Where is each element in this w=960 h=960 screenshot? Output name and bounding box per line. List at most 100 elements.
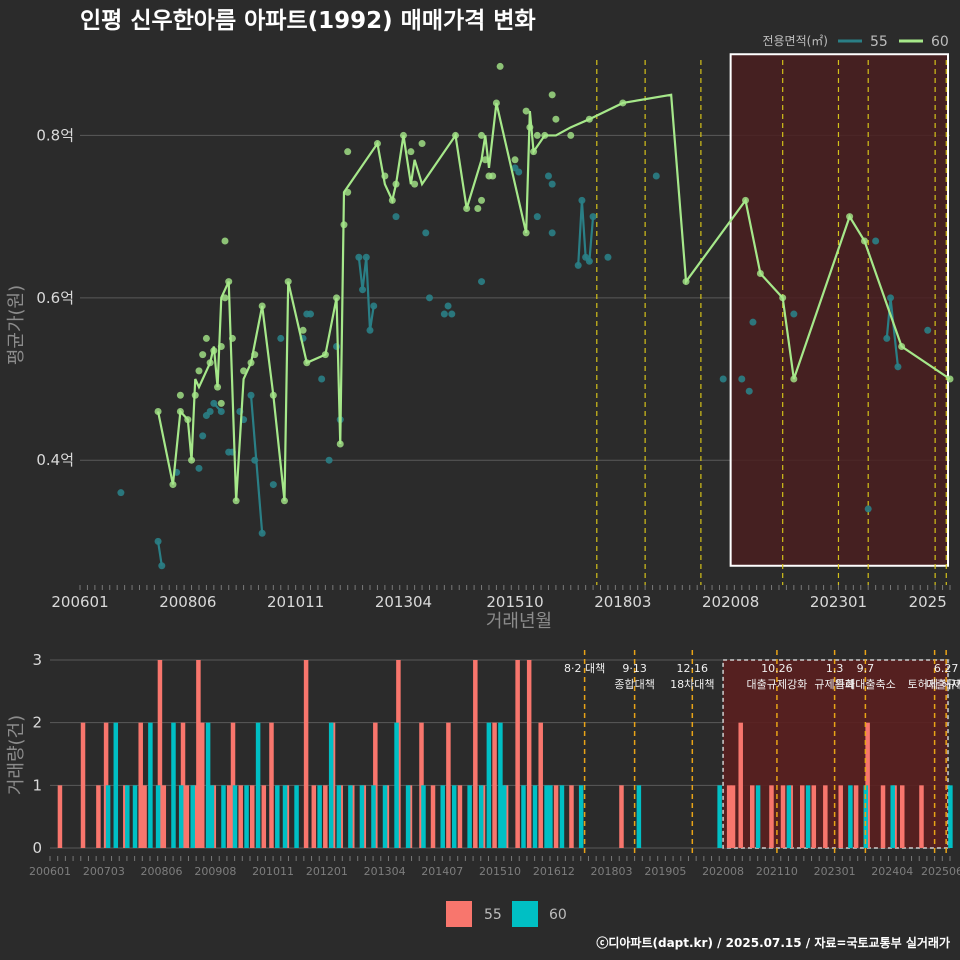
point-55 bbox=[206, 407, 214, 415]
policy-annotation: 12·16 bbox=[677, 662, 709, 675]
bottom-x-tick-label: 201304 bbox=[364, 865, 406, 878]
bar-60 bbox=[336, 785, 342, 848]
bottom-x-tick-label: 201905 bbox=[644, 865, 686, 878]
top-series bbox=[117, 62, 954, 570]
bar-60 bbox=[521, 785, 526, 848]
point-55 bbox=[652, 172, 660, 180]
bar-55 bbox=[553, 785, 559, 848]
bar-55 bbox=[457, 785, 463, 848]
bottom-y-ticks: 0 1 2 3 bbox=[32, 651, 42, 857]
point-55 bbox=[333, 343, 341, 351]
bar-55 bbox=[569, 785, 574, 848]
point-60 bbox=[522, 107, 530, 115]
point-55 bbox=[790, 310, 798, 318]
bar-55 bbox=[200, 722, 205, 848]
bar-55 bbox=[838, 785, 843, 848]
point-55 bbox=[604, 253, 612, 261]
point-60 bbox=[511, 156, 519, 164]
bar-55 bbox=[311, 785, 317, 848]
bar-60 bbox=[548, 785, 553, 848]
bar-55 bbox=[919, 785, 924, 848]
bar-55 bbox=[226, 785, 232, 848]
top-y-tick-label: 0.6억 bbox=[36, 289, 74, 307]
point-55 bbox=[199, 432, 207, 440]
top-x-tick-label: 201510 bbox=[486, 593, 543, 611]
bar-60 bbox=[502, 785, 507, 848]
bar-60 bbox=[359, 785, 365, 848]
bar-55 bbox=[619, 785, 624, 848]
top-x-tick-label: 202008 bbox=[702, 593, 759, 611]
bar-60 bbox=[755, 785, 761, 848]
bar-55 bbox=[526, 660, 532, 848]
bar-55 bbox=[157, 660, 163, 848]
point-55 bbox=[440, 310, 448, 318]
point-55 bbox=[719, 375, 727, 383]
top-highlight-box bbox=[729, 53, 950, 567]
point-55 bbox=[924, 326, 932, 334]
point-60 bbox=[221, 237, 229, 245]
bar-60 bbox=[890, 785, 895, 848]
bar-60 bbox=[498, 722, 503, 848]
bottom-x-tick-label: 202008 bbox=[702, 865, 744, 878]
bar-60 bbox=[275, 785, 280, 848]
line-55 bbox=[213, 402, 223, 413]
point-60 bbox=[176, 391, 184, 399]
top-x-tick-label: 201304 bbox=[375, 593, 432, 611]
bar-55 bbox=[323, 785, 328, 848]
point-60 bbox=[418, 140, 426, 148]
point-60 bbox=[217, 399, 225, 407]
bottom-x-tick-label: 201510 bbox=[479, 865, 521, 878]
point-55 bbox=[548, 180, 556, 188]
policy-annotation: 규제완화 bbox=[814, 678, 854, 691]
bar-55 bbox=[250, 785, 255, 848]
bottom-x-tick-label: 201803 bbox=[591, 865, 633, 878]
bar-60 bbox=[394, 722, 399, 848]
bar-55 bbox=[269, 722, 274, 848]
bar-60 bbox=[209, 785, 215, 848]
line-55 bbox=[249, 395, 264, 534]
point-60 bbox=[489, 172, 497, 180]
bottom-x-tick-label: 200908 bbox=[194, 865, 236, 878]
point-55 bbox=[277, 334, 285, 342]
bottom-y-tick-label: 3 bbox=[32, 651, 42, 669]
top-legend-title: 전용면적(㎡) bbox=[762, 34, 828, 48]
policy-annotation: 9·13 bbox=[622, 662, 647, 675]
bottom-y-tick-label: 2 bbox=[32, 714, 42, 732]
bar-60 bbox=[636, 785, 642, 848]
point-55 bbox=[269, 481, 277, 489]
bar-60 bbox=[232, 785, 238, 848]
line-55 bbox=[577, 200, 595, 266]
bar-60 bbox=[478, 785, 484, 848]
bar-55 bbox=[80, 722, 86, 848]
line-55 bbox=[156, 541, 163, 566]
point-55 bbox=[318, 375, 326, 383]
bar-60 bbox=[105, 785, 111, 848]
bar-55 bbox=[57, 785, 63, 848]
bar-60 bbox=[282, 785, 288, 848]
bottom-x-ticks: 200601 200703 200806 200908 201011 201201 2013… bbox=[29, 865, 960, 878]
point-60 bbox=[407, 148, 415, 156]
point-55 bbox=[515, 168, 523, 176]
bar-60 bbox=[190, 785, 195, 848]
bar-60 bbox=[786, 785, 792, 848]
bar-60 bbox=[348, 785, 353, 848]
bar-60 bbox=[125, 785, 130, 848]
top-x-tick-label: 202301 bbox=[810, 593, 867, 611]
point-60 bbox=[496, 62, 504, 70]
point-55 bbox=[422, 229, 430, 237]
legend-label-60: 60 bbox=[931, 34, 949, 50]
point-55 bbox=[548, 229, 556, 237]
bar-55 bbox=[811, 785, 817, 848]
point-55 bbox=[533, 213, 541, 221]
bar-60 bbox=[559, 785, 565, 848]
point-60 bbox=[202, 334, 210, 342]
top-x-tick-label: 201803 bbox=[594, 593, 651, 611]
top-policy-lines bbox=[596, 60, 947, 585]
point-60 bbox=[478, 196, 486, 204]
bar-60 bbox=[171, 722, 176, 848]
point-55 bbox=[444, 302, 452, 310]
policy-annotation: 종합대책 bbox=[614, 678, 654, 691]
bar-60 bbox=[532, 785, 538, 848]
top-y-axis-title: 평균가(원) bbox=[6, 285, 27, 365]
